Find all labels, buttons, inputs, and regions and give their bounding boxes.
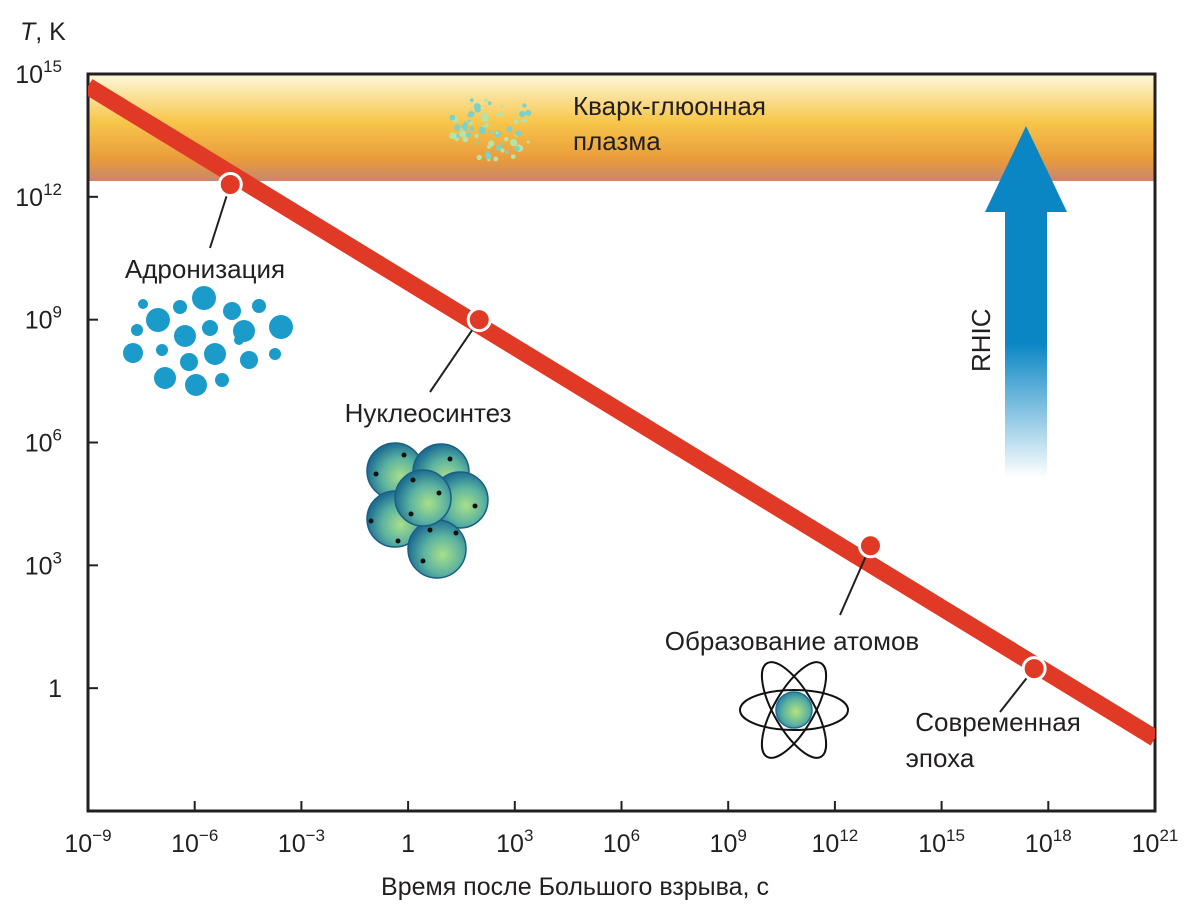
marker-present-epoch: [1021, 656, 1047, 682]
plasma-dot: [449, 132, 456, 140]
x-tick-label: 1018: [1025, 826, 1072, 858]
plasma-dot: [515, 131, 520, 137]
band-label-line1: Кварк-глюонная: [573, 91, 766, 121]
quark-gluon-plasma-dots-icon: [449, 98, 532, 162]
x-tick-label: 10−6: [171, 826, 218, 858]
y-tick-label: 103: [25, 548, 62, 580]
label-nucleosynthesis: Нуклеосинтез: [345, 398, 512, 428]
y-axis: 1015 1012 109 106 103 1: [15, 57, 98, 703]
plasma-dot: [462, 136, 469, 143]
plasma-dot: [493, 156, 499, 162]
plasma-dot: [523, 118, 528, 123]
plasma-dot: [510, 154, 516, 160]
y-tick-label: 1012: [15, 180, 62, 212]
plasma-dot: [488, 130, 491, 134]
plasma-dot: [486, 144, 491, 149]
x-tick-label: 10−9: [64, 826, 111, 858]
y-tick-label: 1015: [15, 57, 62, 89]
nuclei-icon: [366, 442, 489, 579]
band-label-line2: плазма: [573, 126, 661, 156]
plasma-dot: [469, 126, 475, 131]
plasma-dot: [487, 101, 492, 106]
y-tick-label: 109: [25, 303, 62, 335]
marker-nucleosynthesis: [466, 307, 492, 333]
plasma-dot: [484, 98, 488, 103]
plasma-dot: [469, 98, 474, 103]
plasma-dot: [469, 120, 474, 125]
marker-hadronization: [217, 172, 243, 198]
plasma-dot: [526, 140, 530, 144]
plasma-dot: [503, 136, 509, 142]
plasma-dot: [499, 112, 504, 117]
plasma-dot: [500, 148, 505, 153]
plasma-dot: [474, 133, 479, 139]
plasma-dot: [459, 130, 467, 138]
label-hadronization: Адронизация: [125, 254, 285, 284]
plasma-dot: [525, 109, 532, 117]
plasma-dot: [495, 144, 502, 151]
x-tick-label: 1: [401, 830, 415, 858]
plasma-dot: [509, 139, 518, 147]
plasma-dot: [495, 131, 499, 135]
plasma-dot: [522, 103, 527, 108]
label-present-epoch-line2: эпоха: [906, 743, 975, 773]
x-tick-label: 1012: [812, 826, 859, 858]
plasma-dot: [484, 123, 489, 128]
plasma-dot: [474, 106, 481, 113]
plasma-dot: [506, 126, 513, 132]
plasma-dot: [513, 119, 519, 124]
leader-nucleosynthesis: [429, 319, 481, 393]
hadrons-icon: [123, 286, 293, 396]
plasma-dot: [481, 112, 487, 119]
x-tick-label: 1015: [918, 826, 965, 858]
label-atom-formation: Образование атомов: [665, 626, 920, 656]
cooling-line: [88, 79, 1155, 746]
label-present-epoch-line1: Современная: [915, 707, 1081, 737]
plasma-dot: [484, 153, 492, 160]
x-tick-label: 106: [603, 826, 640, 858]
x-tick-label: 109: [710, 826, 747, 858]
leader-atom-formation: [839, 545, 872, 616]
plasma-dot: [481, 117, 487, 123]
plasma-dot: [476, 154, 482, 161]
plasma-dot: [519, 110, 526, 118]
plasma-dot: [500, 104, 504, 108]
x-tick-label: 10−3: [278, 826, 325, 858]
marker-atom-formation: [857, 533, 883, 559]
plasma-dot: [514, 145, 520, 152]
plasma-dot: [466, 132, 472, 138]
x-tick-label: 1021: [1132, 826, 1179, 858]
quark-gluon-plasma-band: [88, 74, 1155, 181]
plasma-dot: [505, 150, 509, 155]
x-tick-label: 103: [496, 826, 533, 858]
plasma-dot: [516, 109, 520, 113]
plasma-dot: [467, 113, 471, 117]
plasma-dot: [449, 114, 456, 121]
y-tick-label: 1: [48, 675, 62, 703]
plasma-dot: [476, 141, 480, 145]
rhic-arrow-icon: [985, 126, 1067, 478]
y-axis-title: T, K: [20, 18, 66, 46]
plasma-dot: [495, 113, 499, 117]
plasma-dot: [454, 124, 461, 131]
plasma-dot: [478, 126, 486, 134]
y-tick-label: 106: [25, 426, 62, 458]
plasma-dot: [500, 142, 504, 146]
x-axis: 10−9 10−6 10−3 1 103 106 109 1012 1015 1018 1021: [64, 801, 1178, 858]
plasma-dot: [461, 123, 469, 131]
plasma-dot: [486, 151, 490, 155]
atom-icon: [739, 661, 849, 759]
plasma-dot: [487, 158, 490, 162]
rhic-label: RHIC: [966, 308, 996, 372]
x-axis-title: Время после Большого взрыва, с: [381, 873, 769, 901]
